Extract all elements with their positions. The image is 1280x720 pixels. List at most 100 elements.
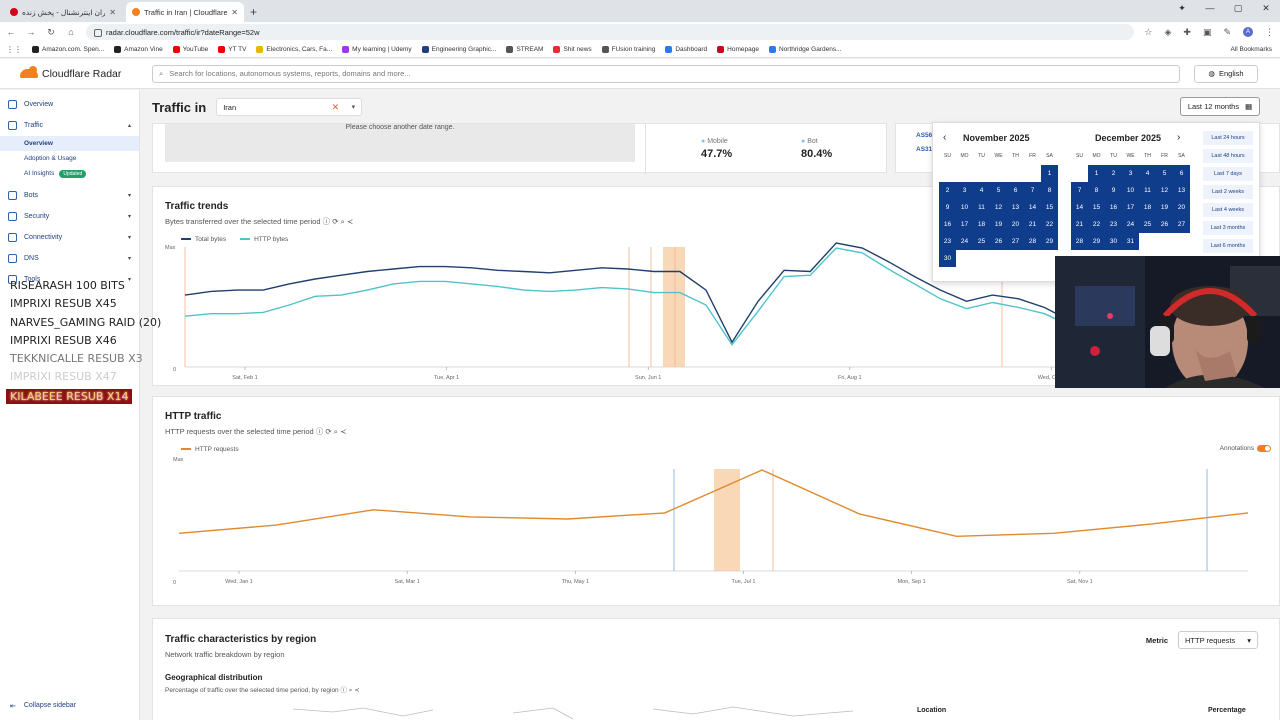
calendar-day[interactable]: 13 bbox=[1007, 199, 1024, 216]
date-preset-button[interactable]: Last 2 weeks bbox=[1203, 185, 1253, 199]
calendar-day[interactable]: 12 bbox=[1156, 182, 1173, 199]
sidebar-item-connectivity[interactable]: Connectivity ▾ bbox=[0, 227, 139, 248]
menu-icon[interactable]: ⋮ bbox=[1265, 26, 1274, 37]
calendar-day[interactable]: 6 bbox=[1007, 182, 1024, 199]
bookmark-item[interactable]: STREAM bbox=[506, 46, 543, 53]
calendar-day[interactable]: 11 bbox=[973, 199, 990, 216]
calendar-day[interactable]: 3 bbox=[1122, 165, 1139, 182]
calendar-day[interactable]: 29 bbox=[1041, 233, 1058, 250]
calendar-day[interactable]: 5 bbox=[990, 182, 1007, 199]
series-line-0[interactable] bbox=[178, 469, 1249, 538]
calendar-day[interactable]: 17 bbox=[956, 216, 973, 233]
date-preset-button[interactable]: Last 48 hours bbox=[1203, 149, 1253, 163]
refresh-icon[interactable]: ⟳ bbox=[325, 427, 332, 436]
calendar-day[interactable]: 16 bbox=[1105, 199, 1122, 216]
calendar-day[interactable]: 1 bbox=[1088, 165, 1105, 182]
sidebar-item-overview[interactable]: Overview bbox=[0, 94, 139, 115]
zoom-icon[interactable]: ⌕ bbox=[340, 217, 345, 226]
calendar-day[interactable]: 7 bbox=[1024, 182, 1041, 199]
collapse-sidebar-button[interactable]: ⇤ Collapse sidebar bbox=[10, 702, 76, 710]
calendar-day[interactable]: 22 bbox=[1041, 216, 1058, 233]
calendar-day[interactable]: 8 bbox=[1041, 182, 1058, 199]
sidebar-item-tools[interactable]: Tools ▾ bbox=[0, 269, 139, 290]
bookmark-item[interactable]: Dashboard bbox=[665, 46, 707, 53]
calendar-day[interactable]: 19 bbox=[990, 216, 1007, 233]
zoom-icon[interactable]: ⌕ bbox=[348, 687, 353, 694]
calendar-day[interactable]: 19 bbox=[1156, 199, 1173, 216]
sidepanel-icon[interactable]: ▣ bbox=[1202, 26, 1212, 37]
annotations-toggle[interactable]: Annotations bbox=[1220, 445, 1271, 452]
calendar-day[interactable]: 26 bbox=[990, 233, 1007, 250]
calendar-day[interactable]: 7 bbox=[1071, 182, 1088, 199]
calendar-day[interactable]: 28 bbox=[1024, 233, 1041, 250]
bookmark-item[interactable]: Engineering Graphic... bbox=[421, 46, 496, 53]
browser-tab-radar[interactable]: Traffic in Iran | Cloudflare Radar ✕ bbox=[126, 2, 244, 22]
prev-month-icon[interactable]: ‹ bbox=[943, 132, 947, 143]
calendar-day[interactable]: 5 bbox=[1156, 165, 1173, 182]
bookmark-item[interactable]: Homepage bbox=[717, 46, 759, 53]
date-range-button[interactable]: Last 12 months ▦ bbox=[1180, 97, 1260, 116]
minimize-icon[interactable]: — bbox=[1205, 3, 1215, 13]
close-window-icon[interactable]: ✕ bbox=[1262, 3, 1270, 13]
annotation-band[interactable] bbox=[714, 469, 740, 571]
sidebar-subitem-ai-insights[interactable]: AI Insights Updated bbox=[0, 166, 139, 181]
shield-icon[interactable]: ◈ bbox=[1164, 26, 1172, 37]
calendar-day[interactable]: 30 bbox=[1105, 233, 1122, 250]
calendar-day[interactable]: 18 bbox=[1139, 199, 1156, 216]
calendar-day[interactable]: 31 bbox=[1122, 233, 1139, 250]
bookmark-item[interactable]: YT TV bbox=[218, 46, 246, 53]
share-icon[interactable]: ≺ bbox=[346, 217, 354, 226]
asn-link[interactable]: AS56 bbox=[916, 132, 933, 139]
location-select[interactable]: Iran ✕ ▾ bbox=[216, 98, 363, 116]
bookmark-item[interactable]: Northridge Gardens... bbox=[768, 46, 842, 53]
calendar-day[interactable]: 11 bbox=[1139, 182, 1156, 199]
calendar-day[interactable]: 2 bbox=[939, 182, 956, 199]
map-preview[interactable] bbox=[273, 704, 893, 720]
calendar-day[interactable]: 6 bbox=[1173, 165, 1190, 182]
http-traffic-chart[interactable]: Wed, Jan 1 Sat, Mar 1 Thu, May 1 Tue, Jul 1… bbox=[153, 449, 1253, 599]
legend-http-bytes[interactable]: HTTP bytes bbox=[240, 236, 288, 243]
calendar-day[interactable]: 20 bbox=[1173, 199, 1190, 216]
star-icon[interactable]: ☆ bbox=[1144, 26, 1153, 37]
calendar-day[interactable]: 3 bbox=[956, 182, 973, 199]
calendar-day[interactable]: 25 bbox=[1139, 216, 1156, 233]
calendar-day[interactable]: 26 bbox=[1156, 216, 1173, 233]
calendar-day[interactable]: 12 bbox=[990, 199, 1007, 216]
toggle-switch[interactable] bbox=[1257, 445, 1271, 452]
new-tab-icon[interactable]: + bbox=[250, 5, 258, 19]
date-preset-button[interactable]: Last 24 hours bbox=[1203, 131, 1253, 145]
calendar-day[interactable]: 9 bbox=[939, 199, 956, 216]
all-bookmarks-button[interactable]: All Bookmarks bbox=[1230, 46, 1272, 53]
sidebar-item-security[interactable]: Security ▾ bbox=[0, 206, 139, 227]
sidebar-item-traffic[interactable]: Traffic ▴ bbox=[0, 115, 139, 136]
bookmark-item[interactable]: Amazon.com. Spen... bbox=[32, 46, 104, 53]
reload-icon[interactable]: ↻ bbox=[47, 26, 55, 37]
calendar-day[interactable]: 10 bbox=[1122, 182, 1139, 199]
apps-icon[interactable]: ⋮⋮ bbox=[6, 45, 22, 54]
calendar-day[interactable]: 21 bbox=[1071, 216, 1088, 233]
metric-select[interactable]: HTTP requests ▾ bbox=[1178, 631, 1258, 649]
calendar-day[interactable]: 24 bbox=[1122, 216, 1139, 233]
sidebar-subitem-adoption[interactable]: Adoption & Usage bbox=[0, 151, 139, 166]
calendar-day[interactable]: 1 bbox=[1041, 165, 1058, 182]
bookmark-item[interactable]: YouTube bbox=[172, 46, 208, 53]
date-preset-button[interactable]: Last 7 days bbox=[1203, 167, 1253, 181]
bookmark-item[interactable]: Electronics, Cars, Fa... bbox=[256, 46, 332, 53]
brand-logo[interactable]: Cloudflare Radar bbox=[0, 66, 152, 80]
calendar-day[interactable]: 30 bbox=[939, 250, 956, 267]
bookmark-item[interactable]: FUsion training bbox=[601, 46, 655, 53]
bookmark-item[interactable]: Shit news bbox=[553, 46, 592, 53]
refresh-icon[interactable]: ⟳ bbox=[332, 217, 339, 226]
annotation-band[interactable] bbox=[663, 247, 685, 367]
calendar-day[interactable]: 4 bbox=[1139, 165, 1156, 182]
share-icon[interactable]: ≺ bbox=[340, 427, 347, 436]
calendar-day[interactable]: 15 bbox=[1088, 199, 1105, 216]
share-icon[interactable]: ≺ bbox=[354, 687, 360, 694]
close-tab-icon[interactable]: ✕ bbox=[231, 7, 238, 17]
language-selector[interactable]: ◍ English bbox=[1194, 64, 1258, 83]
next-month-icon[interactable]: › bbox=[1177, 132, 1181, 143]
calendar-day[interactable]: 27 bbox=[1173, 216, 1190, 233]
calendar-day[interactable]: 13 bbox=[1173, 182, 1190, 199]
sidebar-subitem-overview[interactable]: Overview bbox=[0, 136, 139, 151]
puzzle-icon[interactable]: ✚ bbox=[1183, 26, 1191, 37]
